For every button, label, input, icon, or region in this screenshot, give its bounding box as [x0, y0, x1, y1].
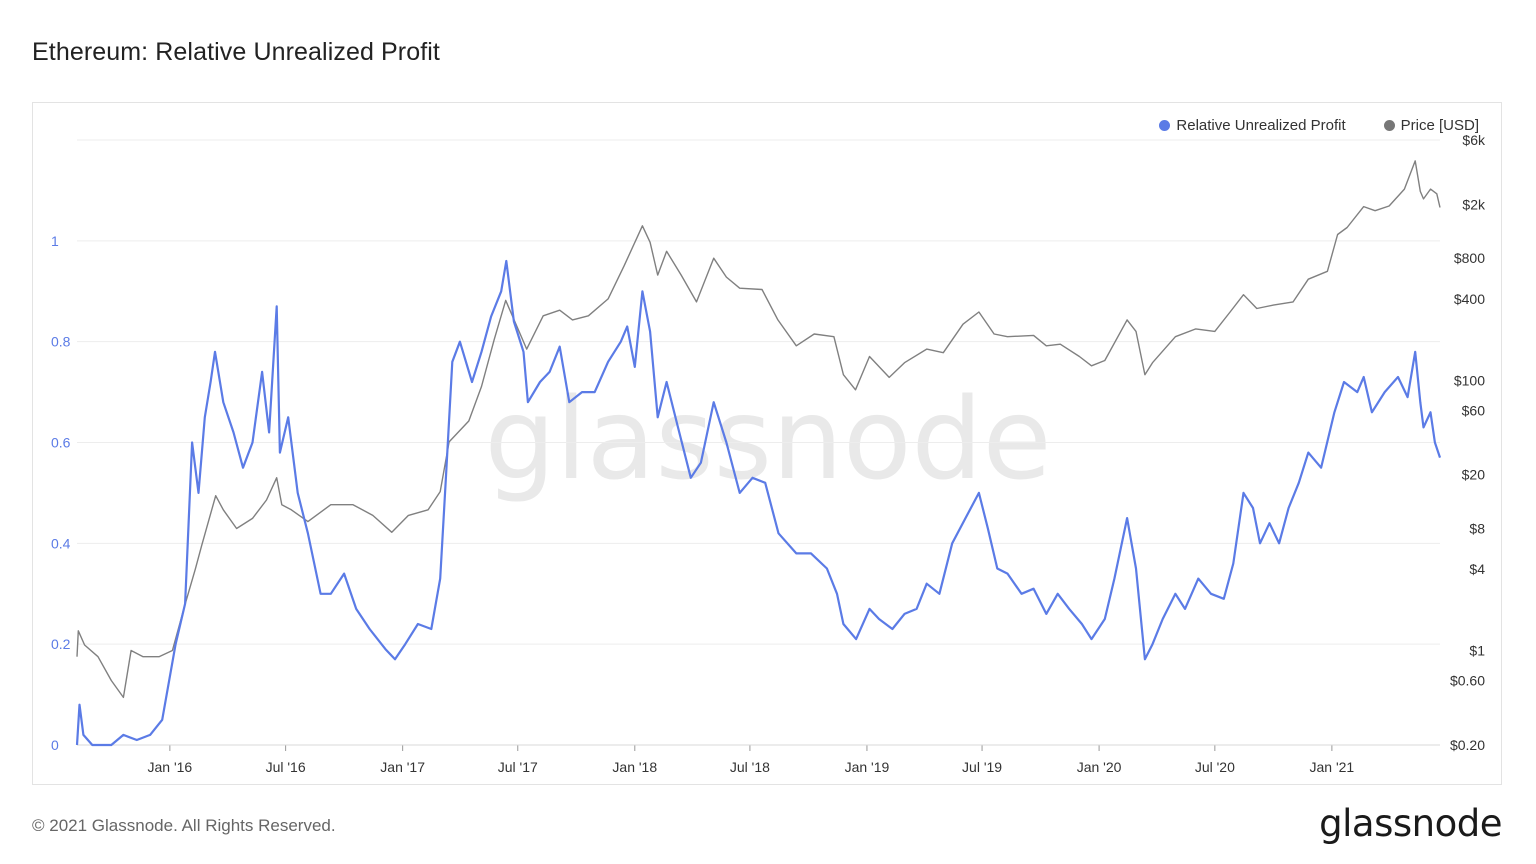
left-tick-label: 1	[51, 233, 59, 249]
right-tick-label: $2k	[1462, 196, 1486, 212]
right-tick-label: $4	[1469, 561, 1485, 577]
left-tick-label: 0.4	[51, 535, 71, 551]
legend-item-price[interactable]: Price [USD]	[1383, 117, 1479, 134]
chart-legend: Relative Unrealized Profit Price [USD]	[1159, 117, 1479, 134]
x-tick-label: Jul '20	[1195, 759, 1235, 775]
chart-title: Ethereum: Relative Unrealized Profit	[32, 38, 440, 66]
watermark: glassnode	[484, 375, 1051, 505]
legend-dot-rup	[1159, 120, 1171, 131]
left-axis: 0 0.2 0.4 0.6 0.8 1	[51, 233, 71, 753]
legend-label-rup: Relative Unrealized Profit	[1176, 117, 1346, 134]
x-tick-label: Jul '19	[962, 759, 1002, 775]
right-tick-label: $100	[1454, 372, 1485, 388]
right-tick-label: $6k	[1462, 132, 1486, 148]
x-tick-label: Jan '19	[845, 759, 890, 775]
series-lines	[75, 160, 1442, 747]
right-tick-label: $400	[1454, 291, 1485, 307]
right-tick-label: $60	[1462, 402, 1486, 418]
x-axis: Jan '16 Jul '16 Jan '17 Jul '17 Jan '18 Jul '…	[77, 744, 1440, 775]
x-tick-label: Jul '17	[498, 759, 538, 775]
chart-frame	[32, 102, 1502, 785]
left-tick-label: 0	[51, 737, 59, 753]
left-tick-label: 0.2	[51, 636, 71, 652]
right-tick-label: $0.60	[1450, 673, 1485, 689]
right-tick-label: $8	[1469, 521, 1485, 537]
copyright-text: © 2021 Glassnode. All Rights Reserved.	[32, 816, 336, 835]
left-tick-label: 0.6	[51, 435, 71, 451]
x-tick-label: Jul '16	[266, 759, 306, 775]
x-tick-label: Jan '18	[612, 759, 657, 775]
x-tick-label: Jan '17	[380, 759, 425, 775]
x-tick-label: Jan '16	[148, 759, 193, 775]
brand-logo[interactable]: glassnode	[1319, 802, 1502, 845]
right-tick-label: $800	[1454, 250, 1485, 266]
series-line-price	[76, 160, 1441, 699]
x-tick-label: Jul '18	[730, 759, 770, 775]
legend-label-price: Price [USD]	[1400, 117, 1479, 134]
right-tick-label: $1	[1469, 643, 1485, 659]
series-line-rup	[75, 259, 1442, 747]
left-tick-label: 0.8	[51, 334, 71, 350]
x-tick-label: Jan '20	[1077, 759, 1122, 775]
right-tick-label: $0.20	[1450, 737, 1485, 753]
x-tick-label: Jan '21	[1310, 759, 1355, 775]
right-tick-label: $20	[1462, 467, 1486, 483]
legend-dot-price	[1383, 120, 1395, 131]
legend-item-rup[interactable]: Relative Unrealized Profit	[1159, 117, 1346, 134]
right-axis: $0.20 $0.60 $1 $4 $8 $20 $60 $100 $400 $800 $2k $6k	[1450, 132, 1486, 753]
